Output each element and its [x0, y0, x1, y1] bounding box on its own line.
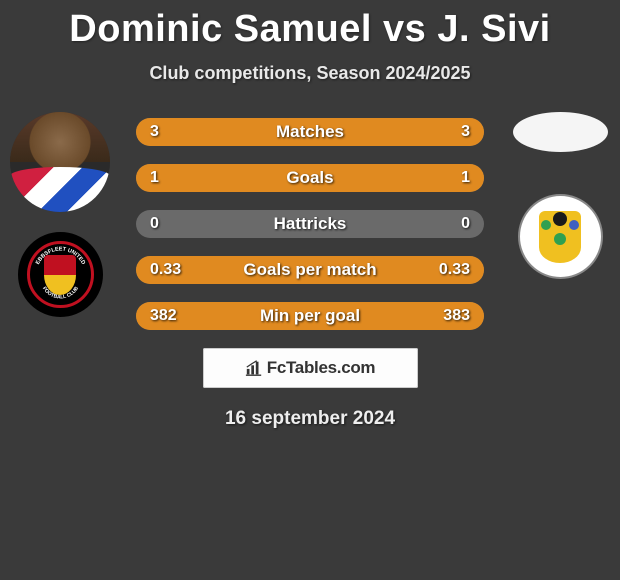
stat-row: 0 Hattricks 0 [136, 210, 484, 238]
stat-row: 1 Goals 1 [136, 164, 484, 192]
stat-value-right: 0.33 [439, 261, 470, 279]
left-column: EBBSFLEET UNITED FOOTBALL CLUB [10, 112, 110, 317]
stat-value-left: 3 [150, 123, 159, 141]
stat-value-right: 383 [443, 307, 470, 325]
player1-avatar [10, 112, 110, 212]
svg-text:FOOTBALL CLUB: FOOTBALL CLUB [40, 285, 79, 300]
stat-label: Goals per match [243, 260, 376, 280]
player2-club-crest [518, 194, 603, 279]
subtitle: Club competitions, Season 2024/2025 [0, 63, 620, 84]
stat-value-right: 3 [461, 123, 470, 141]
right-column [510, 112, 610, 279]
stat-value-left: 0 [150, 215, 159, 233]
player1-club-crest: EBBSFLEET UNITED FOOTBALL CLUB [18, 232, 103, 317]
player1-name: Dominic Samuel [69, 8, 372, 50]
stat-fill-left [136, 164, 310, 192]
stat-value-left: 0.33 [150, 261, 181, 279]
bar-chart-icon [245, 359, 263, 377]
player2-name: J. Sivi [437, 8, 550, 50]
stat-label: Hattricks [274, 214, 347, 234]
comparison-panel: EBBSFLEET UNITED FOOTBALL CLUB 3Matches3… [0, 112, 620, 330]
comparison-title: Dominic Samuel vs J. Sivi [0, 0, 620, 51]
stat-value-left: 1 [150, 169, 159, 187]
player1-avatar-image [10, 112, 110, 212]
stat-bars: 3 Matches 3 1 Goals 1 0 Hattricks 0 0.33 Goals per… [136, 112, 484, 330]
player2-avatar [513, 112, 608, 152]
crest-ring-text-icon: EBBSFLEET UNITED FOOTBALL CLUB [31, 245, 90, 304]
stat-value-right: 0 [461, 215, 470, 233]
stat-label: Matches [276, 122, 344, 142]
svg-text:EBBSFLEET UNITED: EBBSFLEET UNITED [34, 247, 85, 266]
stat-row: 382 Min per goal 383 [136, 302, 484, 330]
stat-row: 0.33 Goals per match 0.33 [136, 256, 484, 284]
branding-text: FcTables.com [267, 358, 376, 378]
vs-separator: vs [383, 8, 426, 50]
stat-label: Min per goal [260, 306, 360, 326]
branding-badge: FcTables.com [203, 348, 418, 388]
stat-label: Goals [286, 168, 333, 188]
stat-row: 3 Matches 3 [136, 118, 484, 146]
stat-fill-right [310, 164, 484, 192]
stat-value-right: 1 [461, 169, 470, 187]
snapshot-date: 16 september 2024 [0, 408, 620, 430]
stat-value-left: 382 [150, 307, 177, 325]
